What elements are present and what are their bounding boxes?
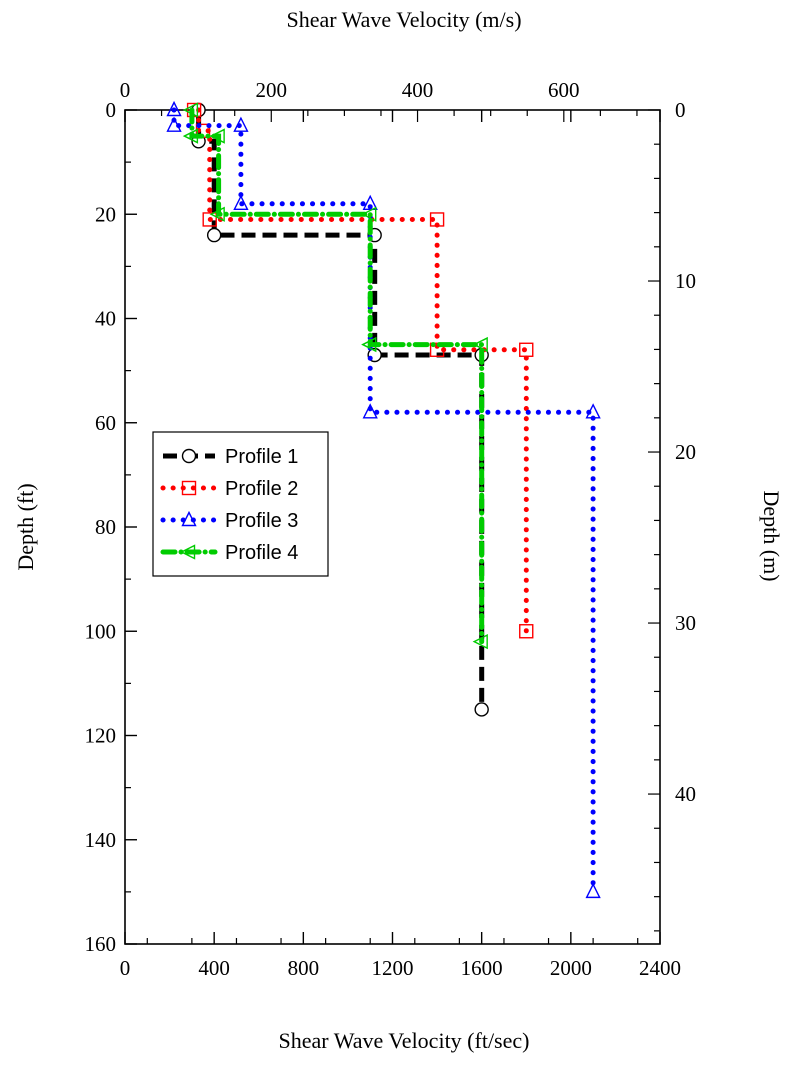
data-point-marker xyxy=(472,634,488,650)
data-point-marker xyxy=(429,342,445,357)
x-tick-label-bottom: 2400 xyxy=(639,956,681,980)
data-point-marker xyxy=(233,194,249,211)
x-tick-label-bottom: 1200 xyxy=(372,956,414,980)
legend-marker xyxy=(181,448,197,464)
y-tick-label-left: 0 xyxy=(106,98,117,122)
x-tick-label-bottom: 2000 xyxy=(550,956,592,980)
data-point-marker xyxy=(361,206,377,222)
legend-label: Profile 1 xyxy=(225,446,298,468)
series-profile-1 xyxy=(191,102,489,717)
y-tick-label-left: 100 xyxy=(85,619,117,643)
data-point-marker xyxy=(209,128,225,144)
x-tick-label-bottom: 400 xyxy=(198,956,230,980)
data-point-marker xyxy=(202,212,217,227)
y-tick-label-left: 20 xyxy=(95,202,116,226)
x-tick-label-bottom: 0 xyxy=(120,956,131,980)
data-point-marker xyxy=(585,403,601,419)
data-point-marker xyxy=(474,702,489,717)
x-tick-label-bottom: 800 xyxy=(288,956,320,980)
series-profile-4 xyxy=(182,102,488,650)
data-point-marker xyxy=(166,100,182,117)
data-point-marker xyxy=(585,882,601,899)
series-profile-3 xyxy=(166,100,601,899)
legend-label: Profile 2 xyxy=(225,478,298,500)
data-point-marker xyxy=(233,116,249,132)
data-point-marker xyxy=(519,624,534,639)
x-tick-label-top: 0 xyxy=(120,78,131,102)
legend-label: Profile 3 xyxy=(225,510,298,532)
x-tick-label-top: 200 xyxy=(256,78,288,102)
legend-marker xyxy=(181,480,197,496)
y-tick-label-left: 80 xyxy=(95,515,116,539)
data-point-marker xyxy=(361,336,377,353)
x-tick-label-bottom: 1600 xyxy=(461,956,503,980)
y-axis-title-left: Depth (ft) xyxy=(13,483,38,570)
x-tick-label-top: 400 xyxy=(402,78,434,102)
data-point-marker xyxy=(362,403,378,419)
series-line-profile-1 xyxy=(196,110,485,710)
y-tick-label-left: 40 xyxy=(95,307,116,331)
y-tick-label-left: 120 xyxy=(85,724,117,748)
data-point-marker xyxy=(166,116,182,132)
data-point-marker xyxy=(182,128,199,144)
data-point-marker xyxy=(429,212,445,227)
y-tick-label-left: 140 xyxy=(85,828,117,852)
legend: Profile 1 Profile 2 Profile 3 Profile 4 xyxy=(152,431,329,577)
series-line-profile-2 xyxy=(196,107,529,634)
y-tick-label-right: 0 xyxy=(675,98,686,122)
x-axis-title-top: Shear Wave Velocity (m/s) xyxy=(286,7,521,32)
legend-marker xyxy=(179,544,196,560)
series-line-profile-4 xyxy=(189,107,485,645)
y-tick-label-left: 60 xyxy=(95,411,116,435)
y-tick-label-right: 10 xyxy=(675,269,696,293)
series-layer xyxy=(166,100,601,899)
data-point-marker xyxy=(182,102,199,118)
data-point-marker xyxy=(362,194,378,211)
y-tick-label-right: 30 xyxy=(675,611,696,635)
legend-marker xyxy=(181,510,197,527)
x-axis-title-bottom: Shear Wave Velocity (ft/sec) xyxy=(279,1028,530,1053)
y-tick-label-right: 40 xyxy=(675,782,696,806)
data-point-marker xyxy=(472,336,488,353)
y-tick-label-left: 160 xyxy=(85,932,117,956)
x-tick-label-top: 600 xyxy=(548,78,580,102)
data-point-marker xyxy=(209,206,225,222)
y-axis-title-right: Depth (m) xyxy=(759,490,784,581)
y-tick-label-right: 20 xyxy=(675,440,696,464)
legend-label: Profile 4 xyxy=(225,542,298,564)
data-point-marker xyxy=(519,342,534,357)
data-point-marker xyxy=(206,227,222,243)
